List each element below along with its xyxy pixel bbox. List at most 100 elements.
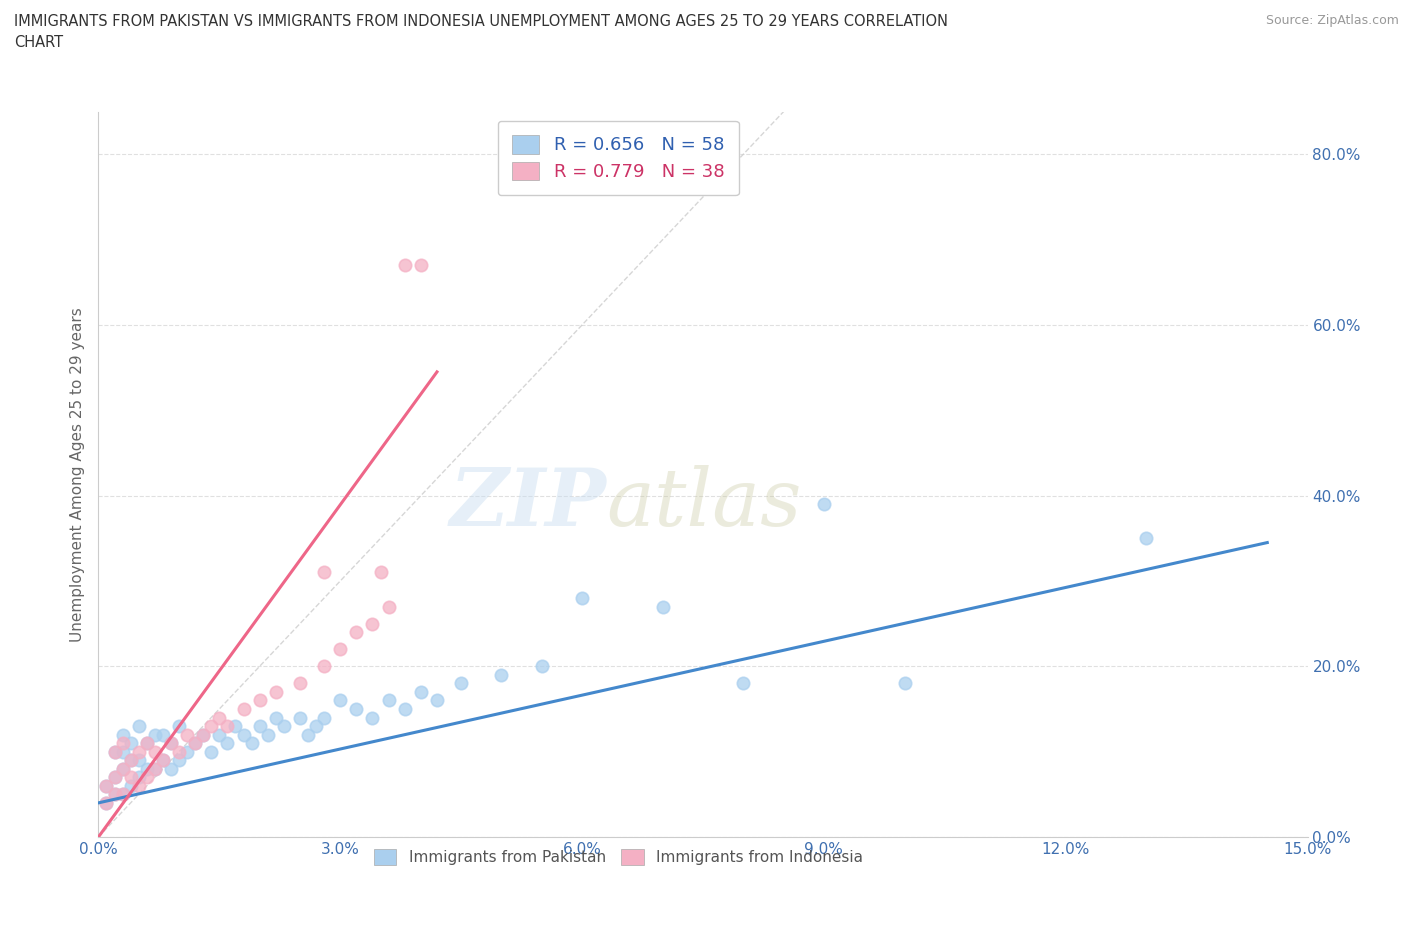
Point [103, 744, 125, 759]
Point [232, 701, 254, 716]
Point [160, 736, 183, 751]
Point [193, 727, 215, 742]
Point [530, 658, 553, 673]
Point [394, 258, 416, 272]
Point [409, 258, 432, 272]
Point [264, 684, 287, 699]
Point [249, 693, 271, 708]
Point [217, 736, 239, 751]
Point [120, 770, 142, 785]
Point [111, 787, 134, 802]
Text: IMMIGRANTS FROM PAKISTAN VS IMMIGRANTS FROM INDONESIA UNEMPLOYMENT AMONG AGES 25: IMMIGRANTS FROM PAKISTAN VS IMMIGRANTS F… [14, 14, 948, 50]
Point [184, 736, 207, 751]
Point [370, 565, 392, 580]
Point [103, 787, 125, 802]
Point [160, 762, 183, 777]
Point [232, 727, 254, 742]
Point [893, 676, 915, 691]
Point [135, 736, 157, 751]
Point [160, 736, 183, 751]
Point [193, 727, 215, 742]
Legend: Immigrants from Pakistan, Immigrants from Indonesia: Immigrants from Pakistan, Immigrants fro… [366, 842, 870, 873]
Point [103, 787, 125, 802]
Point [450, 676, 472, 691]
Point [297, 727, 319, 742]
Point [96, 795, 118, 810]
Point [120, 778, 142, 793]
Point [128, 752, 150, 767]
Point [377, 693, 399, 708]
Point [426, 693, 449, 708]
Point [361, 617, 384, 631]
Point [128, 778, 150, 793]
Point [394, 701, 416, 716]
Point [314, 711, 336, 725]
Point [128, 770, 150, 785]
Point [491, 668, 513, 683]
Point [167, 744, 190, 759]
Point [217, 719, 239, 734]
Text: ZIP: ZIP [450, 465, 606, 542]
Point [200, 719, 222, 734]
Point [143, 762, 166, 777]
Point [571, 591, 593, 605]
Point [208, 727, 231, 742]
Point [120, 752, 142, 767]
Point [1135, 531, 1157, 546]
Text: atlas: atlas [606, 465, 801, 542]
Point [329, 642, 352, 657]
Point [135, 762, 157, 777]
Point [120, 752, 142, 767]
Point [128, 744, 150, 759]
Point [305, 719, 328, 734]
Point [103, 744, 125, 759]
Point [344, 701, 367, 716]
Point [152, 752, 174, 767]
Point [135, 770, 157, 785]
Point [128, 719, 150, 734]
Point [111, 787, 134, 802]
Point [344, 625, 367, 640]
Point [135, 736, 157, 751]
Text: Source: ZipAtlas.com: Source: ZipAtlas.com [1265, 14, 1399, 27]
Point [249, 719, 271, 734]
Point [200, 744, 222, 759]
Point [143, 727, 166, 742]
Point [111, 762, 134, 777]
Point [361, 711, 384, 725]
Point [377, 599, 399, 614]
Point [651, 599, 673, 614]
Point [103, 770, 125, 785]
Point [288, 711, 311, 725]
Point [264, 711, 287, 725]
Point [152, 752, 174, 767]
Point [224, 719, 246, 734]
Point [111, 727, 134, 742]
Point [409, 684, 432, 699]
Point [143, 744, 166, 759]
Point [176, 727, 198, 742]
Point [256, 727, 278, 742]
Point [208, 711, 231, 725]
Point [96, 778, 118, 793]
Point [103, 770, 125, 785]
Y-axis label: Unemployment Among Ages 25 to 29 years: Unemployment Among Ages 25 to 29 years [69, 307, 84, 642]
Point [184, 736, 207, 751]
Point [813, 497, 835, 512]
Point [96, 778, 118, 793]
Point [273, 719, 295, 734]
Point [240, 736, 263, 751]
Point [120, 736, 142, 751]
Point [288, 676, 311, 691]
Point [167, 752, 190, 767]
Point [176, 744, 198, 759]
Point [167, 719, 190, 734]
Point [733, 676, 755, 691]
Point [111, 762, 134, 777]
Point [143, 762, 166, 777]
Point [314, 658, 336, 673]
Point [111, 736, 134, 751]
Point [152, 727, 174, 742]
Point [329, 693, 352, 708]
Point [314, 565, 336, 580]
